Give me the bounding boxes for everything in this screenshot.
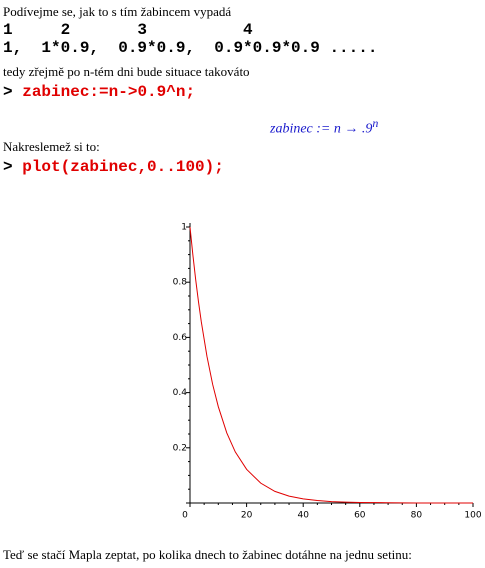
output-exponent: n [372, 116, 379, 130]
y-tick-label: 0.8 [173, 278, 188, 288]
output-text: zabinec := n → .9 [270, 121, 373, 137]
products-line: 1, 1*0.9, 0.9*0.9, 0.9*0.9*0.9 ..... [3, 39, 378, 57]
curve [189, 226, 473, 504]
prompt: > [3, 83, 13, 101]
y-tick-label: 0.6 [173, 333, 188, 343]
x-tick-label: 40 [297, 511, 309, 521]
x-tick-label: 60 [354, 511, 366, 521]
input-line: > zabinec:=n->0.9^n; [3, 83, 195, 101]
y-tick-label: 1 [181, 223, 187, 233]
text-line: tedy zřejmě po n-tém dni bude situace ta… [3, 64, 250, 79]
command: zabinec:=n->0.9^n; [22, 83, 196, 101]
x-tick-label: 100 [464, 511, 481, 521]
x-tick-label: 80 [411, 511, 423, 521]
text-line: Podívejme se, jak to s tím žabincem vypa… [3, 4, 232, 19]
x-tick-label: 0 [182, 511, 188, 521]
command: plot(zabinec,0..100); [22, 158, 224, 176]
input-line: > plot(zabinec,0..100); [3, 158, 224, 176]
prompt: > [3, 158, 13, 176]
x-tick-label: 20 [241, 511, 253, 521]
days-line: 1 2 3 4 [3, 21, 253, 39]
y-tick-label: 0.4 [173, 388, 188, 398]
maple-output: zabinec := n → .9n [270, 116, 378, 138]
text-line: Teď se stačí Mapla zeptat, po kolika dne… [3, 547, 412, 562]
y-tick-label: 0.2 [173, 443, 187, 453]
text-line: Nakreslemež si to: [3, 139, 100, 154]
